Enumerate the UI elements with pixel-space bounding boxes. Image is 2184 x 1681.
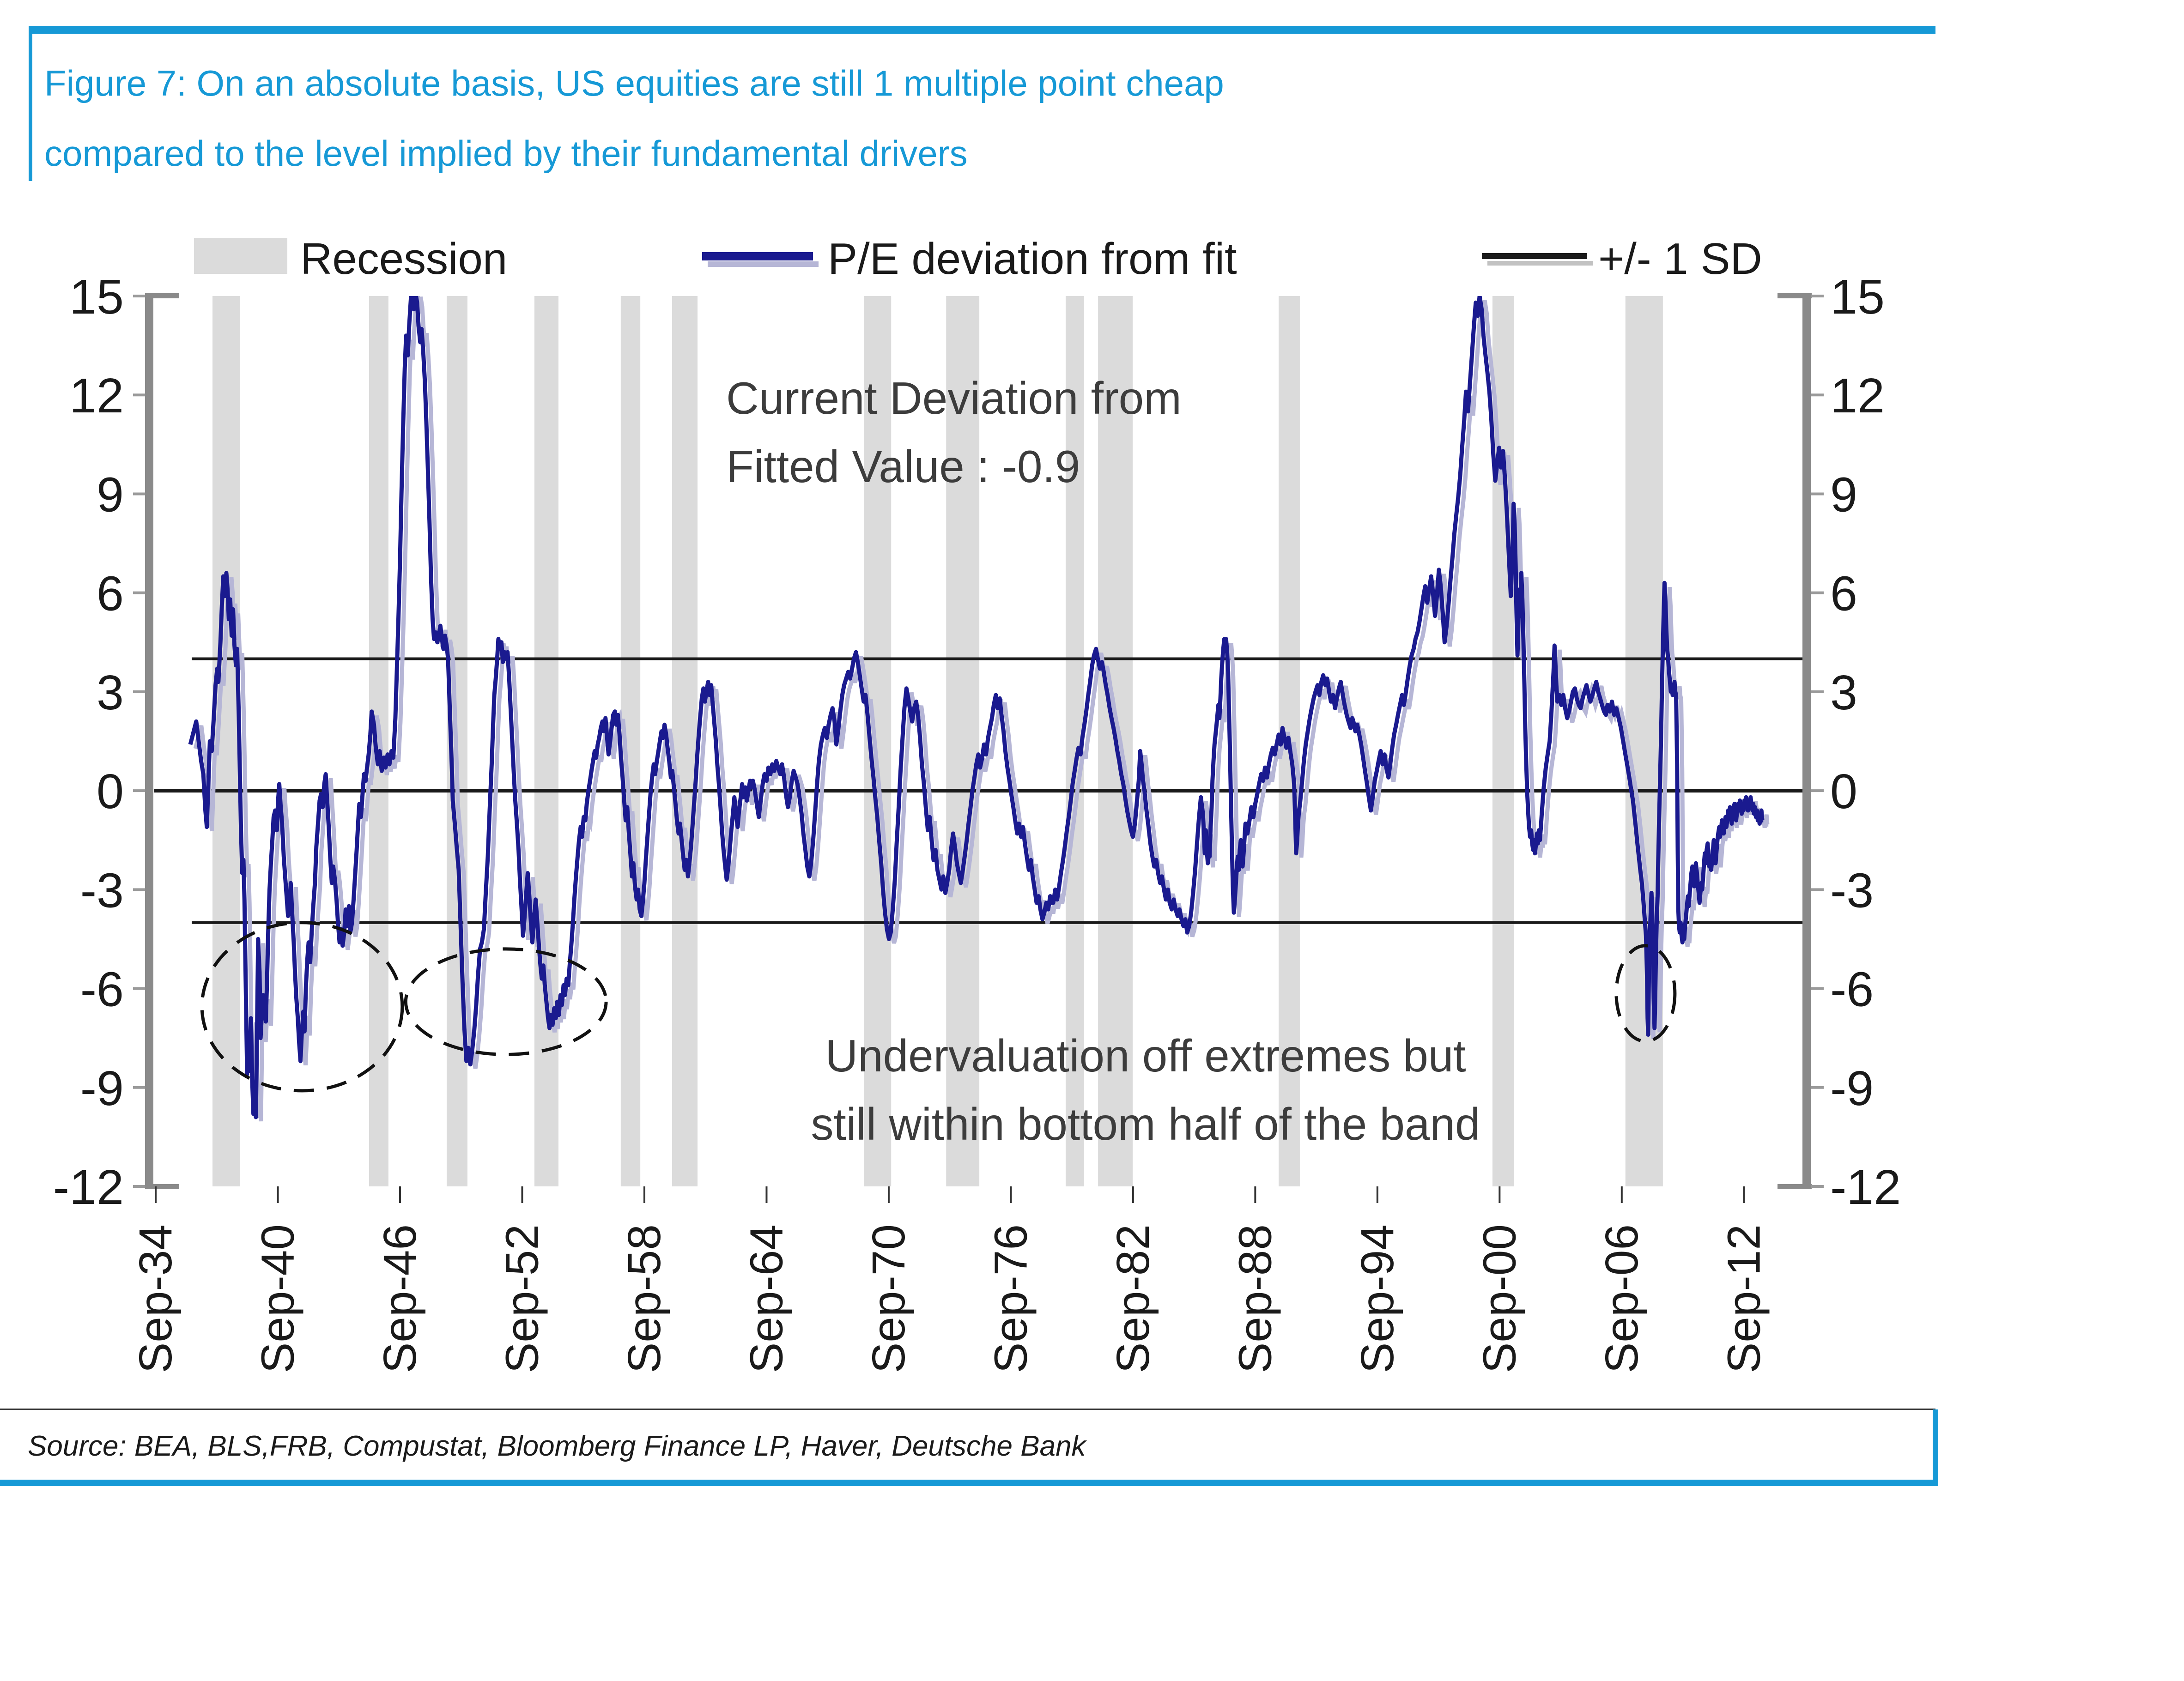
- x-tick-label: Sep-64: [740, 1224, 792, 1373]
- x-tick-label: Sep-88: [1229, 1224, 1281, 1373]
- x-tick-label: Sep-00: [1474, 1224, 1525, 1373]
- source-divider-line: [0, 1409, 1935, 1410]
- y-tick-label-left: 12: [69, 369, 124, 423]
- pe-deviation-line: [188, 296, 1765, 1119]
- recession-band: [672, 296, 698, 1186]
- legend-recession-label: Recession: [300, 234, 508, 284]
- legend-sd-line-sample: [1482, 253, 1587, 259]
- y-tick-label-right: 3: [1830, 665, 1857, 720]
- y-axis-left-bottom-cap: [145, 1184, 179, 1189]
- y-tick-label-right: 15: [1830, 270, 1885, 324]
- y-tick-label-left: 3: [97, 665, 124, 720]
- y-tick-label-right: -12: [1830, 1160, 1901, 1215]
- y-tick-label-right: -3: [1830, 863, 1874, 918]
- undervaluation-ellipse: [404, 947, 608, 1056]
- y-tick-label-left: 0: [97, 764, 124, 819]
- top-accent-bar: [29, 26, 1935, 34]
- annotation-undervaluation: Undervaluation off extremes but still wi…: [811, 1030, 1480, 1149]
- y-tick-label-left: 15: [69, 270, 124, 324]
- recession-band: [534, 296, 558, 1186]
- y-tick-label-right: 0: [1830, 764, 1857, 819]
- x-tick-label: Sep-40: [252, 1224, 304, 1373]
- figure-title: Figure 7: On an absolute basis, US equit…: [44, 48, 1224, 188]
- legend-series-label: P/E deviation from fit: [828, 234, 1237, 284]
- right-accent-line: [1933, 1409, 1938, 1486]
- y-tick-label-left: -3: [80, 863, 124, 918]
- x-tick-label: Sep-94: [1352, 1224, 1403, 1373]
- undervaluation-ellipse: [200, 921, 404, 1093]
- legend-recession-swatch: [194, 238, 287, 274]
- y-tick-label-left: -12: [53, 1160, 124, 1215]
- y-tick-label-right: 12: [1830, 369, 1885, 423]
- y-tick-label-left: 9: [97, 467, 124, 522]
- x-tick-label: Sep-34: [130, 1224, 182, 1373]
- x-tick-label: Sep-12: [1718, 1224, 1770, 1373]
- figure-title-line1: Figure 7: On an absolute basis, US equit…: [44, 63, 1224, 103]
- undervaluation-ellipse: [1614, 944, 1677, 1043]
- x-tick-label: Sep-06: [1596, 1224, 1648, 1373]
- y-axis-left-top-cap: [145, 293, 179, 298]
- legend-series-line-sample: [702, 252, 813, 260]
- legend-sd-label: +/- 1 SD: [1598, 234, 1762, 284]
- x-tick-label: Sep-46: [374, 1224, 426, 1373]
- y-tick-label-left: 6: [97, 567, 124, 621]
- y-axis-right-top-cap: [1778, 293, 1812, 298]
- legend-sd-line-shadow: [1487, 261, 1593, 266]
- bottom-accent-bar: [0, 1480, 1938, 1486]
- recession-band: [946, 296, 980, 1186]
- y-axis-right: [1802, 296, 1811, 1186]
- y-tick-label-right: 9: [1830, 467, 1857, 522]
- x-tick-label: Sep-70: [863, 1224, 915, 1373]
- x-tick-label: Sep-52: [496, 1224, 548, 1373]
- x-tick-label: Sep-82: [1107, 1224, 1159, 1373]
- y-axis-right-bottom-cap: [1778, 1184, 1812, 1189]
- left-accent-line: [29, 26, 32, 181]
- source-text: Source: BEA, BLS,FRB, Compustat, Bloombe…: [28, 1430, 1086, 1462]
- legend-series-line-shadow: [708, 261, 819, 267]
- annotation-current-deviation: Current Deviation from Fitted Value : -0…: [726, 373, 1182, 492]
- x-tick-label: Sep-76: [985, 1224, 1037, 1373]
- y-tick-label-right: -6: [1830, 962, 1874, 1017]
- x-tick-label: Sep-58: [619, 1224, 670, 1373]
- y-axis-left: [145, 296, 153, 1186]
- figure-title-line2: compared to the level implied by their f…: [44, 133, 968, 174]
- y-tick-label-right: 6: [1830, 567, 1857, 621]
- recession-band: [1625, 296, 1663, 1186]
- y-tick-label-left: -9: [80, 1061, 124, 1116]
- y-tick-label-right: -9: [1830, 1061, 1874, 1116]
- y-tick-label-left: -6: [80, 962, 124, 1017]
